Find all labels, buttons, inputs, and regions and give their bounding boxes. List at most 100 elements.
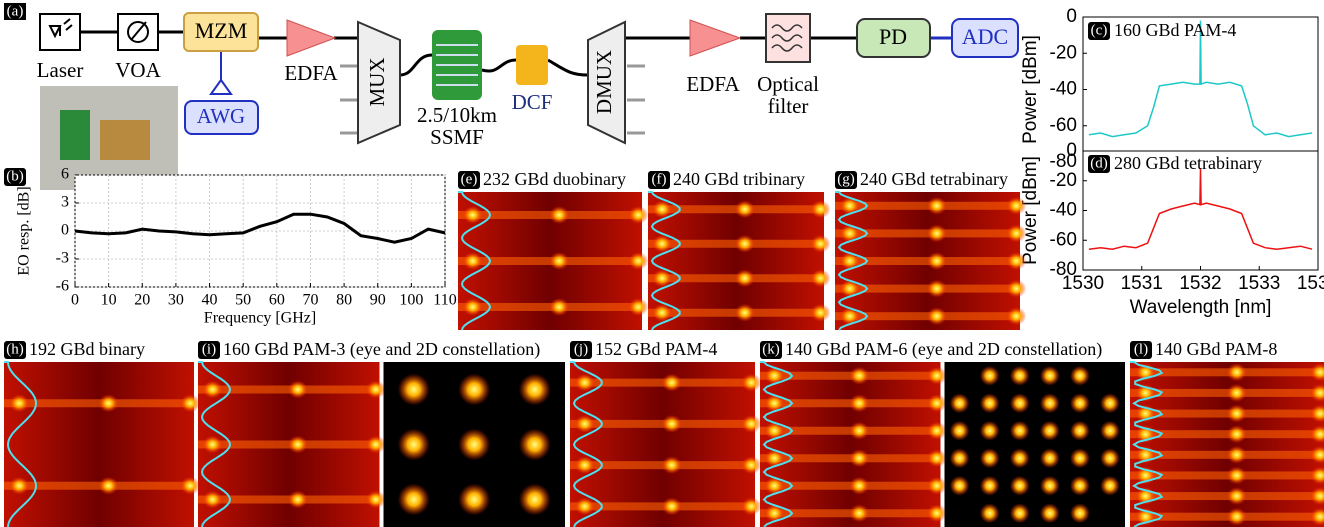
node-label: AWG: [197, 104, 245, 128]
eye-blob: [741, 497, 761, 515]
eye-blob: [849, 367, 869, 385]
constellation-point: [980, 421, 1000, 441]
x-tick-label: 1532: [1179, 273, 1221, 294]
constellation-point: [1070, 393, 1090, 413]
eye-blob: [549, 252, 569, 270]
eye-blob: [927, 477, 947, 495]
panel-label: (a): [7, 3, 24, 19]
eye-title: 140 GBd PAM-8: [1155, 339, 1277, 359]
eye-blob: [735, 269, 755, 287]
eye-title: 160 GBd PAM-3 (eye and 2D constellation): [223, 339, 540, 360]
eye-blob: [741, 456, 761, 474]
eye-blob: [662, 456, 682, 474]
constellation-point: [1100, 393, 1120, 413]
constellation-point: [950, 476, 970, 496]
eye-blob: [652, 269, 672, 287]
eye-blob: [1227, 384, 1247, 402]
chart-title: 280 GBd tetrabinary: [1114, 153, 1262, 173]
eye-blob: [849, 394, 869, 412]
panel-label: (g): [837, 171, 855, 187]
panel-label: (c): [1091, 22, 1108, 38]
eye-title: 152 GBd PAM-4: [595, 339, 717, 359]
panel-label: (h): [6, 341, 24, 357]
eye-blob: [549, 298, 569, 316]
constellation-point: [1040, 393, 1060, 413]
page: (a) Laser VOA MZM AWG EDFA MUX 2.5/10km …: [0, 0, 1324, 527]
constellation-point: [1040, 448, 1060, 468]
y-axis-label: EO resp. [dB]: [16, 186, 33, 275]
eye-blob: [1006, 280, 1026, 298]
constellation-point: [1100, 476, 1120, 496]
panel-label: (e): [461, 171, 478, 187]
eye-blob: [1006, 197, 1026, 215]
constellation-point: [1070, 448, 1090, 468]
node-label: SSMF: [430, 125, 484, 149]
eye-blob: [662, 374, 682, 392]
x-tick-label: 100: [399, 292, 423, 309]
eye-blob: [652, 304, 672, 322]
constellation-point: [1010, 366, 1030, 386]
y-tick-label: -40: [1050, 200, 1077, 221]
eye-blob: [628, 298, 648, 316]
constellation-point: [980, 503, 1000, 523]
node-label: 2.5/10km: [417, 103, 497, 127]
eye-blob: [463, 206, 483, 224]
x-tick-label: 80: [336, 292, 352, 309]
constellation-point: [519, 429, 551, 461]
eye-blob: [180, 394, 200, 412]
eye-blob: [463, 252, 483, 270]
constellation-point: [980, 366, 1000, 386]
node-label: Optical: [757, 72, 819, 96]
node-label: PD: [879, 24, 907, 49]
eye-blob: [927, 280, 947, 298]
eye-blob: [575, 497, 595, 515]
eye-blob: [366, 381, 386, 399]
panel-label: (l): [1134, 341, 1148, 357]
panel-label: (d): [1090, 155, 1108, 171]
eye-blob: [927, 394, 947, 412]
eye-blob: [288, 381, 308, 399]
constellation-point: [1040, 366, 1060, 386]
eye-blob: [1227, 466, 1247, 484]
panel-label: (b): [6, 168, 24, 184]
eye-image: [760, 362, 941, 527]
eye-blob: [810, 200, 830, 218]
constellation-point: [950, 421, 970, 441]
y-tick-label: 0: [1066, 140, 1077, 161]
eye-blob: [203, 491, 223, 509]
constellation-point: [1040, 421, 1060, 441]
eye-blob: [662, 497, 682, 515]
eye-blob: [203, 381, 223, 399]
eye-blob: [203, 436, 223, 454]
driver: [211, 80, 231, 94]
y-tick-label: 0: [61, 222, 69, 239]
eye-blob: [849, 449, 869, 467]
eye-title: 140 GBd PAM-6 (eye and 2D constellation): [785, 339, 1102, 360]
eye-blob: [927, 422, 947, 440]
eye-blob: [463, 298, 483, 316]
y-tick-label: 6: [61, 166, 69, 183]
constellation-point: [1010, 421, 1030, 441]
x-tick-label: 60: [269, 292, 285, 309]
constellation-point: [458, 374, 490, 406]
eye-blob: [735, 200, 755, 218]
constellation-point: [950, 393, 970, 413]
y-tick-label: -40: [1050, 79, 1077, 100]
node-label: EDFA: [686, 72, 740, 96]
eye-blob: [810, 304, 830, 322]
x-tick-label: 110: [433, 292, 456, 309]
x-tick-label: 0: [71, 292, 79, 309]
eye-blob: [735, 304, 755, 322]
x-axis-label: Frequency [GHz]: [204, 310, 316, 327]
y-tick-label: 3: [61, 194, 69, 211]
photo-part: [100, 120, 150, 160]
node-label: EDFA: [284, 61, 338, 85]
constellation-point: [458, 429, 490, 461]
constellation-point: [519, 374, 551, 406]
x-tick-label: 1533: [1238, 273, 1280, 294]
panel-label: (i): [202, 341, 216, 357]
constellation-point: [980, 476, 1000, 496]
node-label: filter: [768, 94, 809, 118]
x-tick-label: 30: [168, 292, 184, 309]
photo-part: [60, 110, 90, 160]
